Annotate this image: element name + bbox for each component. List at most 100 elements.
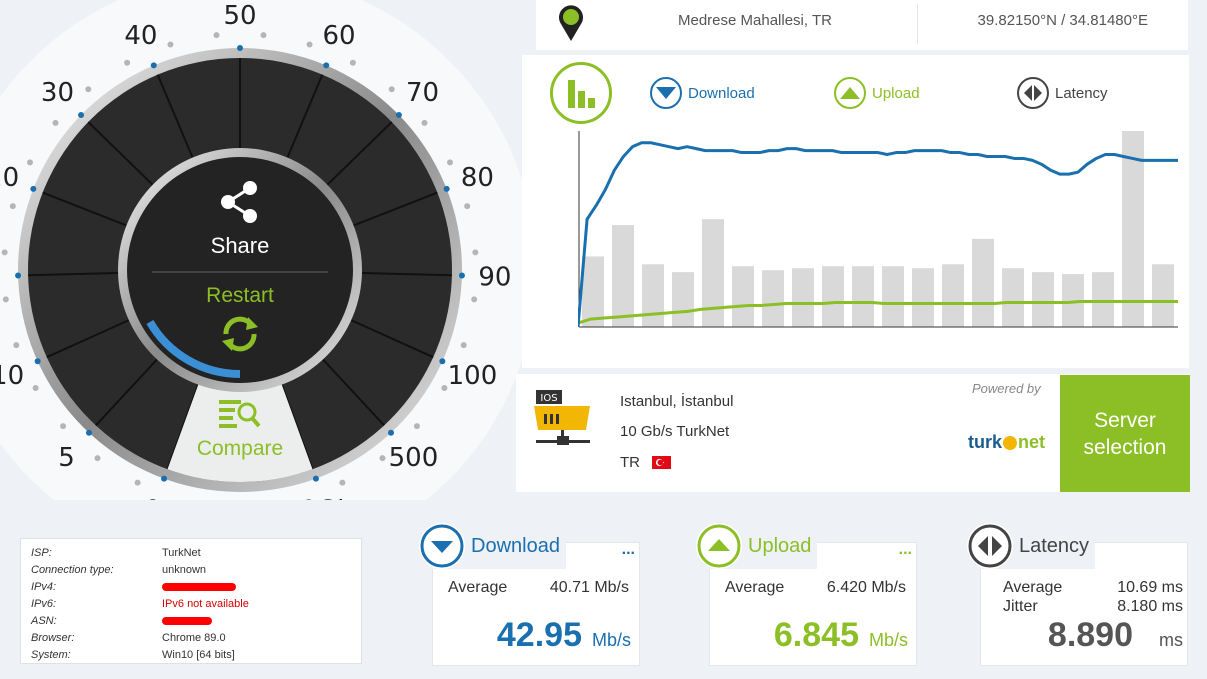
gauge-tick	[443, 185, 450, 192]
speed-chart	[578, 131, 1178, 328]
location-name: Medrese Mahallesi, TR	[678, 12, 832, 29]
share-label: Share	[210, 233, 270, 258]
gauge-tick	[86, 429, 93, 436]
turknet-logo[interactable]: turk net	[968, 432, 1045, 453]
compare-button[interactable]: Compare	[170, 398, 310, 464]
gauge-scale-label: 60	[323, 21, 356, 51]
gauge-minor-dot	[60, 423, 67, 430]
latency-bar	[882, 266, 904, 327]
gauge-segment-divider	[326, 121, 393, 186]
info-row-system: System: Win10 [64 bits]	[31, 647, 351, 664]
server-selection-label: Server selection	[1083, 408, 1167, 459]
upload-series-line	[578, 300, 1178, 325]
share-icon	[221, 181, 257, 223]
latency-bar	[852, 266, 874, 327]
legend-download[interactable]: Download	[650, 77, 755, 109]
gauge-center	[127, 157, 353, 383]
gauge-minor-dot	[167, 41, 174, 48]
gauge-minor-dot	[464, 203, 471, 210]
gauge-tick	[458, 272, 465, 279]
restart-label: Restart	[206, 284, 274, 307]
server-selection-button[interactable]: Server selection	[1060, 375, 1190, 492]
gauge-tick	[387, 429, 394, 436]
gauge-tick	[323, 62, 330, 69]
upload-more-button[interactable]: ...	[898, 541, 912, 558]
info-value-redacted	[162, 613, 212, 630]
gauge-scale-label: 50	[223, 1, 256, 31]
server-badge: IOS	[540, 393, 557, 404]
download-more-button[interactable]: ...	[621, 541, 635, 558]
latency-bar	[642, 264, 664, 327]
info-row-isp: ISP: TurkNet	[31, 545, 351, 562]
map-pin-icon	[559, 5, 583, 41]
info-value: TurkNet	[162, 547, 201, 559]
gauge-segment-divider	[361, 272, 452, 277]
share-button[interactable]: Share	[180, 178, 300, 258]
chart-toggle-button[interactable]	[550, 62, 612, 124]
download-unit: Mb/s	[591, 630, 631, 650]
info-key: Connection type:	[31, 564, 114, 576]
legend-latency[interactable]: Latency	[1017, 77, 1108, 109]
latency-bar	[1032, 272, 1054, 327]
download-card-header: Download	[419, 523, 566, 569]
gauge-tick	[150, 62, 157, 69]
logo-text-net: net	[1018, 432, 1046, 452]
server-provider: 10 Gb/s TurkNet	[620, 423, 730, 440]
refresh-icon	[222, 316, 258, 352]
server-panel: IOS Istanbul, İstanbul 10 Gb/s TurkNet T…	[516, 374, 1190, 492]
latency-jitter-value: 8.180 ms	[1117, 598, 1183, 615]
gauge-segment-divider	[28, 272, 119, 277]
gauge-minor-dot	[441, 385, 448, 391]
gauge-minor-dot	[124, 59, 131, 66]
info-key: ASN:	[31, 615, 57, 627]
latency-bar	[912, 268, 934, 327]
latency-average-label: Average	[1003, 579, 1063, 596]
info-row-asn: ASN:	[31, 613, 351, 630]
gauge-minor-dot	[306, 41, 313, 48]
gauge-minor-dot	[349, 59, 356, 66]
restart-button[interactable]: Restart	[170, 284, 310, 364]
info-value-redacted	[162, 579, 236, 596]
gauge-scale-label: 15	[0, 262, 2, 292]
latency-bar	[612, 225, 634, 327]
latency-bar	[972, 238, 994, 327]
gauge-minor-dot	[94, 455, 101, 462]
latency-result-card: Latency Average 10.69 ms Jitter 8.180 ms…	[967, 523, 1188, 666]
legend-download-label: Download	[688, 84, 755, 102]
gauge-minor-dot	[9, 203, 16, 210]
download-arrow-icon	[419, 523, 465, 569]
latency-arrows-icon	[967, 523, 1013, 569]
compare-icon	[219, 400, 261, 428]
gauge-segment-divider	[286, 74, 324, 158]
gauge-minor-dot	[52, 119, 59, 126]
gauge-scale-label: 0	[145, 496, 162, 500]
latency-value: 8.890	[1047, 616, 1133, 654]
gauge-scale-label: 20	[0, 163, 19, 193]
gauge-minor-dot	[32, 385, 39, 391]
gauge-scale-label: 5	[58, 443, 75, 473]
latency-bar	[582, 256, 604, 327]
location-bar: Medrese Mahallesi, TR 39.82150°N / 34.81…	[536, 0, 1188, 50]
gauge-scale-label: 90	[478, 262, 511, 292]
download-value-row: 42.95 Mb/s	[433, 616, 631, 655]
latency-average-value: 10.69 ms	[1117, 579, 1183, 596]
gauge-dial: 0 5 10 15 20 30 40 50 60 70 80 90 100 500 1Gb	[0, 0, 536, 500]
gauge-tick	[439, 358, 446, 365]
gauge-minor-dot	[471, 296, 478, 303]
info-value: Win10 [64 bits]	[162, 649, 235, 661]
download-value: 42.95	[496, 616, 582, 654]
info-row-browser: Browser: Chrome 89.0	[31, 630, 351, 647]
latency-card-title: Latency	[1019, 534, 1090, 557]
info-key: ISP:	[31, 547, 52, 559]
latency-bar	[942, 264, 964, 327]
info-key: Browser:	[31, 632, 75, 644]
gauge-minor-dot	[213, 32, 220, 39]
server-city: Istanbul, İstanbul	[620, 393, 734, 410]
legend-upload[interactable]: Upload	[834, 77, 920, 109]
server-icon: IOS	[534, 390, 590, 445]
gauge-tick	[34, 358, 41, 365]
upload-value-row: 6.845 Mb/s	[710, 616, 908, 655]
gauge-tick	[237, 45, 243, 51]
turkey-flag-icon	[652, 456, 671, 469]
latency-bar	[702, 219, 724, 327]
